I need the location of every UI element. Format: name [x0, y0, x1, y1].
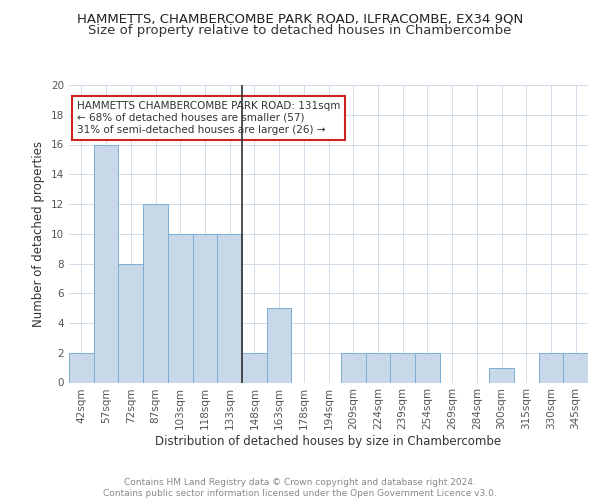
Bar [415, 353, 440, 382]
Bar [489, 368, 514, 382]
Bar [168, 234, 193, 382]
Text: HAMMETTS, CHAMBERCOMBE PARK ROAD, ILFRACOMBE, EX34 9QN: HAMMETTS, CHAMBERCOMBE PARK ROAD, ILFRAC… [77, 12, 523, 26]
Bar [539, 353, 563, 382]
Bar [217, 234, 242, 382]
Bar [193, 234, 217, 382]
Bar [390, 353, 415, 382]
Bar [341, 353, 365, 382]
Bar [118, 264, 143, 382]
Text: HAMMETTS CHAMBERCOMBE PARK ROAD: 131sqm
← 68% of detached houses are smaller (57: HAMMETTS CHAMBERCOMBE PARK ROAD: 131sqm … [77, 102, 340, 134]
Y-axis label: Number of detached properties: Number of detached properties [32, 141, 46, 327]
Bar [94, 144, 118, 382]
Bar [563, 353, 588, 382]
Bar [143, 204, 168, 382]
Bar [267, 308, 292, 382]
X-axis label: Distribution of detached houses by size in Chambercombe: Distribution of detached houses by size … [155, 435, 502, 448]
Text: Size of property relative to detached houses in Chambercombe: Size of property relative to detached ho… [88, 24, 512, 37]
Bar [69, 353, 94, 382]
Bar [242, 353, 267, 382]
Text: Contains HM Land Registry data © Crown copyright and database right 2024.
Contai: Contains HM Land Registry data © Crown c… [103, 478, 497, 498]
Bar [365, 353, 390, 382]
